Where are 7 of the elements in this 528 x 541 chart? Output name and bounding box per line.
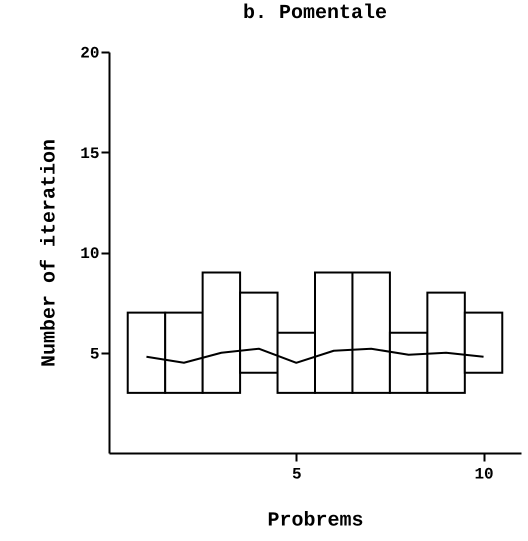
x-axis-title: Probrems xyxy=(267,510,364,532)
y-axis-title: Number of iteration xyxy=(38,138,62,368)
chart-title: b. Pomentale xyxy=(242,2,388,25)
y-tick-label: 15 xyxy=(80,144,100,163)
y-tick-label: 5 xyxy=(90,345,100,364)
y-tick-label: 20 xyxy=(80,44,100,62)
y-tick-label: 10 xyxy=(80,245,100,263)
